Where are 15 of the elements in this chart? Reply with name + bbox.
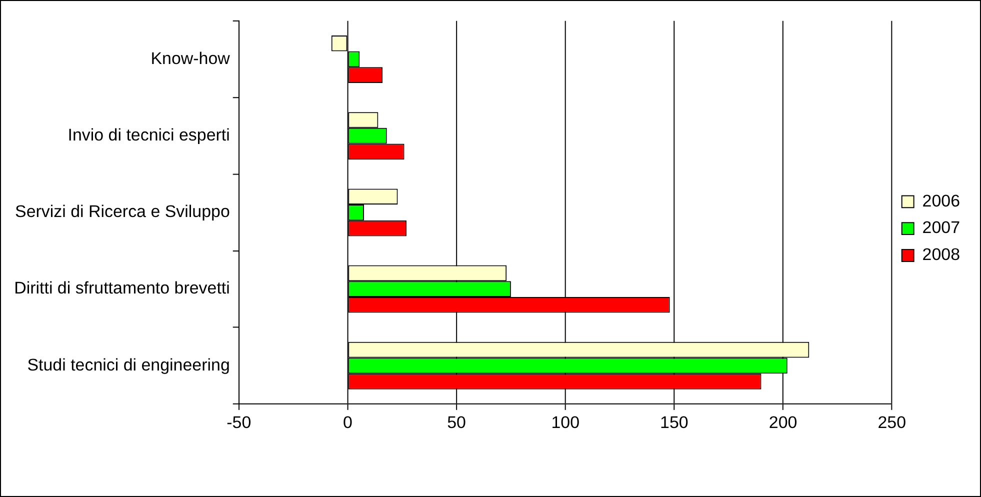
legend-label: 2008	[922, 245, 960, 264]
y-tick-label: Servizi di Ricerca e Sviluppo	[15, 202, 230, 222]
legend-label: 2007	[922, 218, 960, 238]
y-tick-label: Invio di tecnici esperti	[68, 126, 230, 144]
y-tick-label: Diritti di sfruttamento brevetti	[14, 278, 230, 298]
x-tick-label: 200	[768, 412, 798, 432]
x-tick-label: 0	[342, 412, 352, 432]
x-tick-label: 50	[447, 412, 466, 432]
y-tick-label: Know-how	[150, 48, 231, 68]
x-tick-label: -50	[226, 412, 252, 432]
x-tick-label: 250	[878, 412, 906, 432]
x-tick-label: 100	[551, 412, 580, 432]
legend-label: 2006	[922, 191, 960, 210]
y-tick-label: Studi tecnici di engineering	[27, 355, 230, 374]
x-tick-label: 150	[660, 412, 688, 432]
